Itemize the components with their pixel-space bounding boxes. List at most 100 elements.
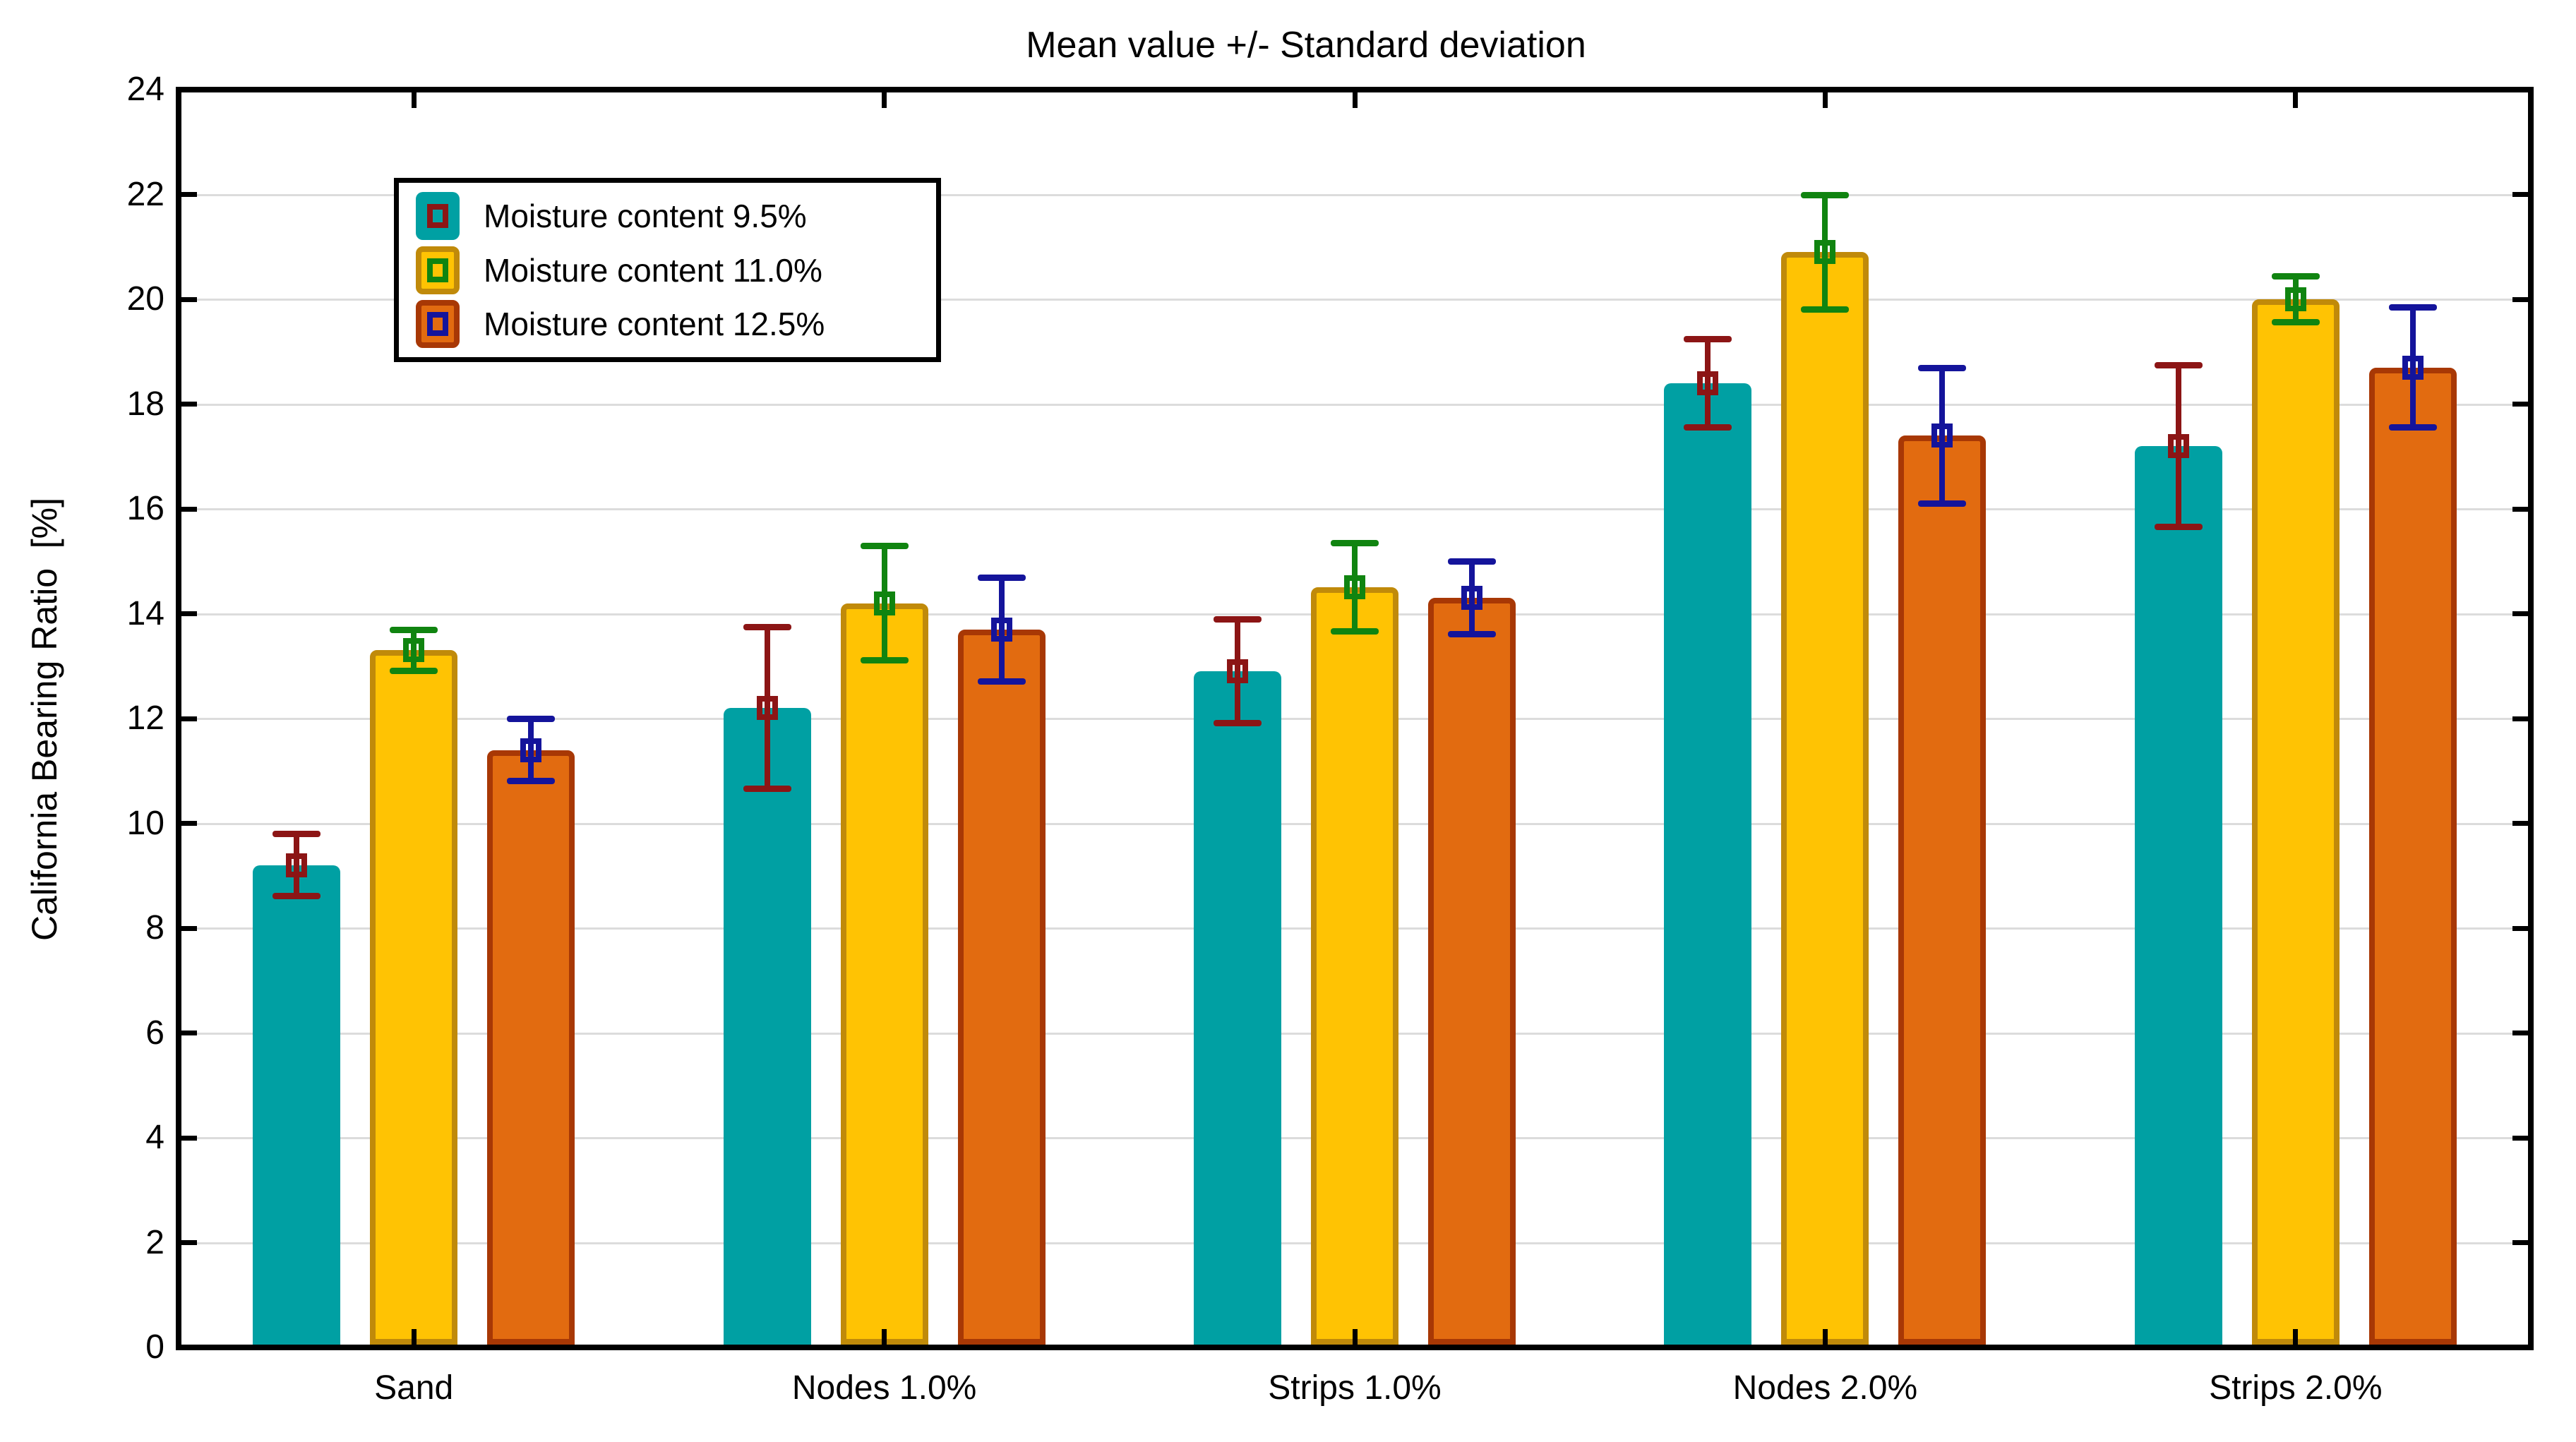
errorbar-whisker-moisture-content-11-0-nodes-2-0 [1822, 194, 1828, 310]
y-tick-right-8 [2512, 925, 2528, 931]
errorbar-whisker-moisture-content-11-0-strips-2-0 [2292, 275, 2299, 323]
mean-marker-moisture-content-12-5-nodes-1-0 [990, 617, 1012, 642]
gridline-20 [181, 299, 2528, 301]
bar-moisture-content-11-0-sand [370, 650, 458, 1345]
y-tick-left-8 [181, 925, 197, 931]
mean-marker-moisture-content-9-5-sand [286, 853, 308, 877]
errorbar-bottom-cap-moisture-content-11-0-nodes-1-0 [860, 657, 909, 664]
y-tick-right-22 [2512, 192, 2528, 197]
errorbar-top-cap-moisture-content-9-5-strips-2-0 [2154, 361, 2203, 368]
y-tick-left-22 [181, 192, 197, 197]
errorbar-top-cap-moisture-content-12-5-nodes-1-0 [977, 574, 1026, 581]
bar-moisture-content-9-5-nodes-1-0 [723, 708, 811, 1345]
x-tick-top-sand [411, 92, 417, 108]
errorbar-bottom-cap-moisture-content-9-5-nodes-1-0 [743, 786, 791, 793]
errorbar-whisker-moisture-content-9-5-strips-1-0 [1235, 618, 1240, 724]
y-tick-left-12 [181, 716, 197, 721]
legend-swatch-moisture-content-9-5 [416, 191, 460, 240]
errorbar-whisker-moisture-content-11-0-nodes-1-0 [881, 545, 887, 661]
errorbar-top-cap-moisture-content-9-5-nodes-1-0 [743, 624, 791, 631]
y-tick-label-16: 16 [126, 490, 164, 527]
errorbar-whisker-moisture-content-12-5-strips-2-0 [2409, 307, 2416, 428]
legend-item-moisture-content-11-0: Moisture content 11.0% [416, 246, 936, 294]
errorbar-whisker-moisture-content-9-5-nodes-1-0 [764, 627, 770, 790]
errorbar-top-cap-moisture-content-11-0-strips-1-0 [1331, 540, 1379, 547]
y-tick-label-24: 24 [126, 71, 164, 108]
bar-moisture-content-12-5-strips-2-0 [2368, 367, 2457, 1345]
mean-marker-moisture-content-11-0-nodes-2-0 [1814, 240, 1836, 265]
y-tick-right-10 [2512, 821, 2528, 826]
mean-marker-moisture-content-11-0-nodes-1-0 [873, 591, 895, 615]
y-tick-label-8: 8 [145, 909, 164, 947]
bar-moisture-content-11-0-nodes-1-0 [840, 603, 928, 1345]
x-category-label-nodes-1-0: Nodes 1.0% [791, 1369, 977, 1407]
errorbar-top-cap-moisture-content-11-0-sand [390, 626, 438, 633]
x-tick-bottom-sand [411, 1329, 417, 1345]
gridline-18 [181, 403, 2528, 406]
bar-moisture-content-9-5-strips-1-0 [1194, 671, 1281, 1345]
mean-marker-moisture-content-9-5-strips-2-0 [2167, 433, 2189, 458]
errorbar-top-cap-moisture-content-11-0-nodes-2-0 [1801, 191, 1850, 198]
chart-title: Mean value +/- Standard deviation [1026, 25, 1586, 66]
legend-marker-icon-moisture-content-11-0 [427, 258, 448, 282]
y-tick-label-6: 6 [145, 1014, 164, 1052]
x-category-label-strips-2-0: Strips 2.0% [2209, 1369, 2383, 1407]
errorbar-top-cap-moisture-content-11-0-nodes-1-0 [860, 542, 909, 549]
y-tick-right-14 [2512, 611, 2528, 616]
legend-marker-icon-moisture-content-12-5 [427, 312, 448, 337]
errorbar-bottom-cap-moisture-content-12-5-strips-2-0 [2388, 423, 2437, 431]
legend-marker-icon-moisture-content-9-5 [427, 203, 448, 228]
errorbar-whisker-moisture-content-9-5-sand [294, 834, 300, 897]
errorbar-bottom-cap-moisture-content-9-5-nodes-2-0 [1684, 423, 1732, 431]
bar-moisture-content-9-5-sand [253, 865, 341, 1345]
x-category-label-strips-1-0: Strips 1.0% [1268, 1369, 1442, 1407]
bar-moisture-content-12-5-strips-1-0 [1428, 598, 1516, 1345]
bar-moisture-content-11-0-strips-2-0 [2251, 299, 2340, 1345]
y-tick-right-16 [2512, 506, 2528, 512]
errorbar-bottom-cap-moisture-content-12-5-strips-1-0 [1448, 631, 1496, 638]
y-tick-right-20 [2512, 296, 2528, 302]
x-tick-bottom-nodes-2-0 [1822, 1329, 1828, 1345]
y-tick-right-4 [2512, 1135, 2528, 1141]
errorbar-bottom-cap-moisture-content-12-5-nodes-2-0 [1918, 500, 1967, 507]
mean-marker-moisture-content-12-5-nodes-2-0 [1931, 423, 1953, 448]
gridline-16 [181, 508, 2528, 510]
legend-item-moisture-content-9-5: Moisture content 9.5% [416, 191, 936, 240]
legend-label-moisture-content-12-5: Moisture content 12.5% [484, 306, 825, 343]
y-tick-left-4 [181, 1135, 197, 1141]
bar-moisture-content-9-5-nodes-2-0 [1664, 383, 1752, 1345]
y-tick-left-10 [181, 821, 197, 826]
mean-marker-moisture-content-11-0-sand [403, 638, 425, 663]
legend-swatch-moisture-content-11-0 [416, 246, 460, 294]
x-tick-bottom-strips-1-0 [1352, 1329, 1358, 1345]
errorbar-bottom-cap-moisture-content-11-0-strips-2-0 [2271, 319, 2320, 326]
x-category-label-nodes-2-0: Nodes 2.0% [1732, 1369, 1918, 1407]
y-tick-label-20: 20 [126, 280, 164, 318]
y-tick-left-14 [181, 611, 197, 616]
mean-marker-moisture-content-9-5-nodes-1-0 [756, 696, 778, 721]
y-tick-label-2: 2 [145, 1223, 164, 1261]
errorbar-top-cap-moisture-content-9-5-strips-1-0 [1214, 615, 1262, 623]
x-tick-bottom-nodes-1-0 [882, 1329, 887, 1345]
x-tick-top-strips-2-0 [2293, 92, 2299, 108]
y-tick-label-0: 0 [145, 1328, 164, 1366]
errorbar-whisker-moisture-content-12-5-nodes-1-0 [998, 577, 1005, 683]
y-tick-label-22: 22 [126, 175, 164, 213]
mean-marker-moisture-content-9-5-nodes-2-0 [1697, 371, 1719, 395]
y-tick-left-2 [181, 1240, 197, 1245]
bar-moisture-content-12-5-sand [487, 750, 575, 1345]
errorbar-bottom-cap-moisture-content-9-5-strips-1-0 [1214, 720, 1262, 727]
errorbar-top-cap-moisture-content-12-5-strips-1-0 [1448, 558, 1496, 565]
errorbar-bottom-cap-moisture-content-11-0-strips-1-0 [1331, 628, 1379, 635]
errorbar-bottom-cap-moisture-content-11-0-sand [390, 668, 438, 675]
errorbar-whisker-moisture-content-11-0-sand [411, 629, 417, 672]
x-tick-top-nodes-1-0 [882, 92, 887, 108]
bar-moisture-content-9-5-strips-2-0 [2134, 445, 2222, 1345]
mean-marker-moisture-content-11-0-strips-2-0 [2284, 287, 2306, 311]
bar-moisture-content-12-5-nodes-2-0 [1898, 435, 1987, 1345]
mean-marker-moisture-content-12-5-strips-2-0 [2402, 355, 2424, 380]
y-tick-left-16 [181, 506, 197, 512]
legend-item-moisture-content-12-5: Moisture content 12.5% [416, 300, 936, 349]
y-tick-right-12 [2512, 716, 2528, 721]
legend-label-moisture-content-9-5: Moisture content 9.5% [484, 197, 807, 234]
